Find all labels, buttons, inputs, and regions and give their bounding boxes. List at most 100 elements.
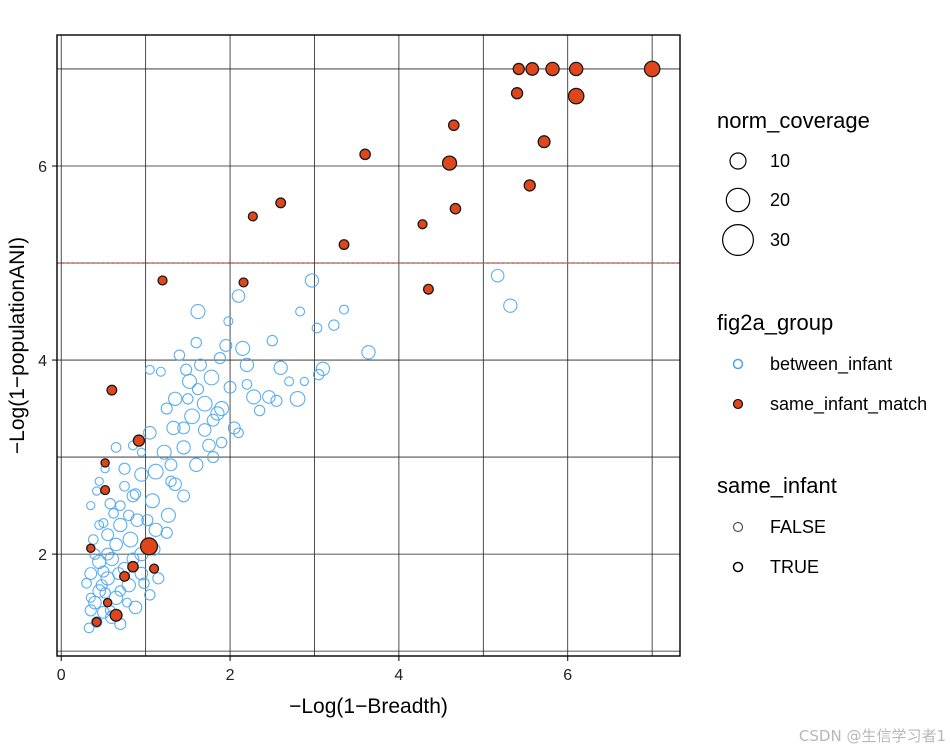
x-tick-label: 0 bbox=[57, 667, 66, 684]
point-between-infant bbox=[136, 447, 147, 457]
point-same-infant-match bbox=[132, 434, 146, 447]
point-between-infant bbox=[311, 322, 323, 334]
point-between-infant bbox=[284, 376, 295, 387]
point-between-infant bbox=[96, 605, 110, 619]
point-between-infant bbox=[266, 334, 278, 347]
point-same-infant-match bbox=[417, 219, 428, 230]
point-between-infant bbox=[315, 361, 331, 376]
point-same-infant-match bbox=[100, 484, 111, 496]
point-between-infant bbox=[164, 458, 178, 472]
point-between-infant bbox=[114, 585, 127, 597]
point-same-infant-match bbox=[567, 87, 585, 105]
point-between-infant bbox=[134, 467, 149, 482]
point-between-infant bbox=[361, 345, 376, 360]
x-tick-label: 2 bbox=[226, 667, 235, 684]
legend-title-same-infant: same_infant bbox=[717, 473, 837, 498]
point-between-infant bbox=[166, 420, 181, 436]
point-between-infant bbox=[168, 391, 183, 407]
point-same-infant-match bbox=[275, 197, 287, 209]
point-between-infant bbox=[81, 577, 92, 589]
x-axis-title: −Log(1−Breadth) bbox=[289, 695, 448, 718]
legend-label: TRUE bbox=[770, 557, 819, 577]
point-between-infant bbox=[214, 401, 230, 417]
point-between-infant bbox=[152, 572, 165, 585]
point-between-infant bbox=[144, 589, 156, 601]
point-between-infant bbox=[160, 507, 176, 523]
point-same-infant-match bbox=[537, 135, 551, 149]
point-same-infant-match bbox=[338, 239, 350, 251]
point-between-infant bbox=[119, 480, 130, 492]
legend-label: 30 bbox=[770, 230, 790, 250]
point-between-infant bbox=[92, 486, 102, 496]
point-between-infant bbox=[328, 319, 340, 331]
point-same-infant-match bbox=[359, 148, 371, 161]
panel-border bbox=[56, 34, 681, 657]
point-same-infant-match bbox=[643, 60, 661, 78]
series-same-infant-match bbox=[86, 60, 661, 628]
point-between-infant bbox=[126, 489, 140, 503]
point-between-infant bbox=[304, 273, 320, 288]
point-same-infant-match bbox=[91, 616, 102, 628]
point-between-infant bbox=[190, 304, 206, 320]
legend-label: FALSE bbox=[770, 517, 826, 537]
point-between-infant bbox=[210, 406, 225, 421]
point-between-infant bbox=[190, 336, 203, 349]
point-between-infant bbox=[289, 390, 306, 407]
point-same-infant-match bbox=[238, 277, 249, 288]
legend-title-norm-coverage: norm_coverage bbox=[717, 108, 870, 133]
point-between-infant bbox=[206, 413, 220, 427]
point-between-infant bbox=[213, 352, 227, 365]
point-between-infant bbox=[160, 402, 173, 415]
point-between-infant bbox=[129, 488, 142, 500]
point-between-infant bbox=[223, 380, 237, 394]
point-between-infant bbox=[104, 497, 116, 510]
point-between-infant bbox=[262, 390, 276, 404]
point-between-infant bbox=[144, 364, 155, 375]
legend-label: 10 bbox=[770, 151, 790, 171]
point-between-infant bbox=[94, 476, 104, 486]
point-between-infant bbox=[110, 442, 122, 453]
point-between-infant bbox=[138, 577, 150, 589]
point-between-infant bbox=[503, 298, 518, 313]
point-between-infant bbox=[155, 366, 166, 377]
legend-key-size bbox=[721, 224, 754, 257]
legend-key-stroke bbox=[732, 521, 744, 533]
point-between-infant bbox=[114, 500, 126, 511]
point-between-infant bbox=[128, 600, 143, 615]
point-between-infant bbox=[273, 360, 288, 375]
point-between-infant bbox=[184, 408, 200, 425]
point-between-infant bbox=[92, 584, 107, 598]
point-between-infant bbox=[180, 363, 193, 376]
point-between-infant bbox=[122, 531, 139, 548]
point-between-infant bbox=[85, 592, 96, 603]
point-same-infant-match bbox=[449, 202, 462, 215]
point-between-infant bbox=[109, 537, 123, 552]
point-between-infant bbox=[141, 514, 154, 527]
y-tick-label: 6 bbox=[38, 159, 47, 176]
legend-key-size bbox=[725, 187, 751, 213]
point-same-infant-match bbox=[523, 179, 536, 192]
point-between-infant bbox=[219, 339, 233, 352]
point-same-infant-match bbox=[109, 608, 123, 622]
point-between-infant bbox=[339, 304, 350, 315]
point-between-infant bbox=[177, 489, 191, 503]
point-between-infant bbox=[182, 373, 198, 389]
point-between-infant bbox=[148, 522, 163, 538]
watermark: CSDN @生信学习者1 bbox=[798, 727, 946, 745]
point-between-infant bbox=[207, 450, 220, 464]
point-between-infant bbox=[197, 423, 212, 437]
x-tick-label: 6 bbox=[563, 667, 572, 684]
point-between-infant bbox=[123, 509, 135, 522]
point-between-infant bbox=[95, 579, 108, 592]
point-same-infant-match bbox=[86, 543, 96, 554]
legend-key-stroke bbox=[732, 561, 744, 573]
axis-ticks: 0 2 4 6 2 4 6 bbox=[38, 159, 572, 684]
point-same-infant-match bbox=[441, 155, 458, 171]
point-between-infant bbox=[113, 517, 128, 533]
point-between-infant bbox=[165, 475, 177, 488]
point-between-infant bbox=[173, 349, 186, 361]
point-same-infant-match bbox=[119, 570, 131, 582]
point-same-infant-match bbox=[545, 61, 560, 77]
point-between-infant bbox=[239, 357, 255, 373]
